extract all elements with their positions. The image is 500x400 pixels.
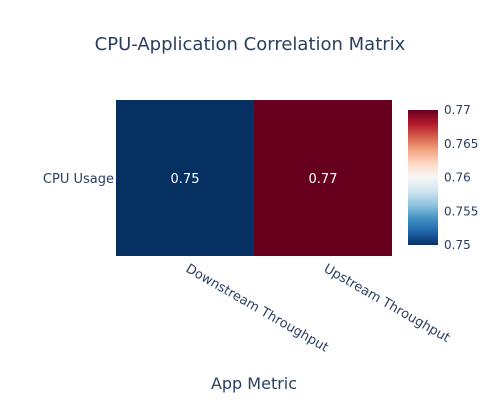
colorbar-tick-label: 0.76 bbox=[444, 171, 471, 185]
colorbar-gradient bbox=[408, 110, 438, 245]
heatmap-cell-label: 0.75 bbox=[171, 172, 200, 187]
colorbar-tick-label: 0.765 bbox=[444, 137, 478, 151]
heatmap-cell-labels: 0.75 0.77 bbox=[171, 172, 338, 187]
heatmap-cell-label: 0.77 bbox=[309, 172, 338, 187]
y-tick-label: CPU Usage bbox=[43, 172, 114, 187]
x-axis-title: App Metric bbox=[211, 374, 297, 393]
heatmap-cells bbox=[116, 100, 392, 256]
chart-title: CPU-Application Correlation Matrix bbox=[95, 34, 406, 55]
colorbar: 0.75 0.755 0.76 0.765 0.77 bbox=[408, 103, 478, 252]
colorbar-tick-label: 0.755 bbox=[444, 204, 478, 218]
colorbar-tick-label: 0.77 bbox=[444, 103, 471, 117]
x-tick-label: Downstream Throughput bbox=[183, 261, 331, 355]
heatmap-cell bbox=[254, 100, 392, 256]
y-axis-ticks: CPU Usage bbox=[43, 172, 114, 187]
colorbar-tick-label: 0.75 bbox=[444, 238, 471, 252]
colorbar-ticks: 0.75 0.755 0.76 0.765 0.77 bbox=[444, 103, 478, 252]
x-tick-label: Upstream Throughput bbox=[321, 261, 452, 345]
heatmap-cell bbox=[116, 100, 254, 256]
